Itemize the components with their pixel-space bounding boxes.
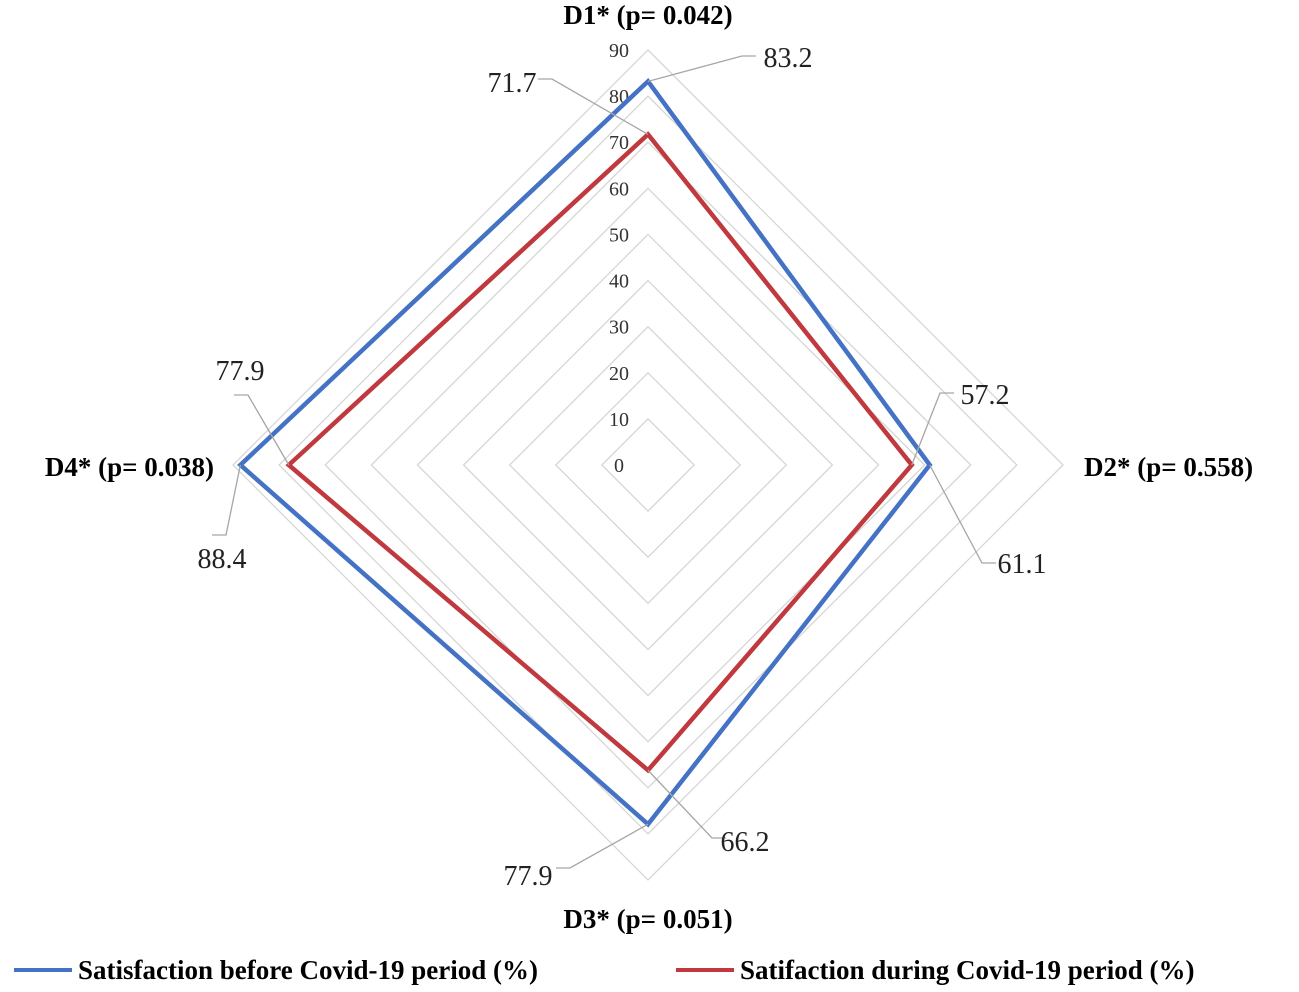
category-label-d1: D1* (p= 0.042) [563,0,732,30]
leader-line-before-d1 [647,55,756,82]
data-label-during-d2: 57.2 [961,380,1010,411]
tick-label-0: 0 [614,455,624,477]
grid-ring-30 [508,325,788,605]
leader-line-during-d1 [538,78,649,135]
legend-label-during: Satifaction during Covid-19 period (%) [740,954,1195,985]
grid-ring-50 [416,233,880,697]
legend-label-before: Satisfaction before Covid-19 period (%) [78,954,538,985]
leader-line-during-d2 [911,392,954,466]
data-label-before-d3: 77.9 [504,861,553,892]
leader-line-during-d4 [234,394,290,466]
category-label-d4: D4* (p= 0.038) [45,452,214,482]
data-label-during-d4: 77.9 [216,356,265,387]
tick-label-30: 30 [609,317,629,339]
data-label-during-d1: 71.7 [488,68,537,99]
data-label-before-d2: 61.1 [998,549,1047,580]
tick-label-60: 60 [609,178,629,200]
grid-ring-60 [370,187,926,743]
legend-swatch-before [14,968,72,972]
category-labels: D1* (p= 0.042) D2* (p= 0.558) D3* (p= 0.05… [45,0,1253,934]
leader-line-during-d3 [647,769,726,839]
data-label-during-d3: 66.2 [721,827,770,858]
legend-item-before: Satisfaction before Covid-19 period (%) [14,948,538,992]
tick-label-20: 20 [609,363,629,385]
leader-line-before-d3 [556,823,649,869]
radar-grid [232,49,1064,881]
tick-label-90: 90 [609,40,629,62]
tick-label-10: 10 [609,409,629,431]
legend-item-during: Satifaction during Covid-19 period (%) [676,948,1195,992]
category-label-d2: D2* (p= 0.558) [1084,452,1253,482]
grid-ring-90 [232,49,1064,881]
series-lines [237,77,933,828]
tick-label-50: 50 [609,224,629,246]
series-line-during [285,131,915,774]
tick-label-70: 70 [609,132,629,154]
leader-line-before-d2 [929,464,996,564]
legend-swatch-during [676,968,734,972]
tick-label-40: 40 [609,271,629,293]
grid-ring-80 [278,95,1018,835]
data-label-leaders [212,55,996,869]
grid-ring-70 [324,141,972,789]
grid-ring-10 [600,417,696,513]
data-label-before-d4: 88.4 [198,544,247,575]
legend: Satisfaction before Covid-19 period (%) … [0,948,1299,992]
data-label-before-d1: 83.2 [764,43,813,74]
grid-ring-40 [462,279,834,651]
category-label-d3: D3* (p= 0.051) [563,904,732,934]
grid-ring-20 [554,371,742,559]
data-labels: 83.2 61.1 77.9 88.4 71.7 57.2 66.2 77.9 [198,43,1047,892]
leader-line-before-d4 [212,464,242,536]
